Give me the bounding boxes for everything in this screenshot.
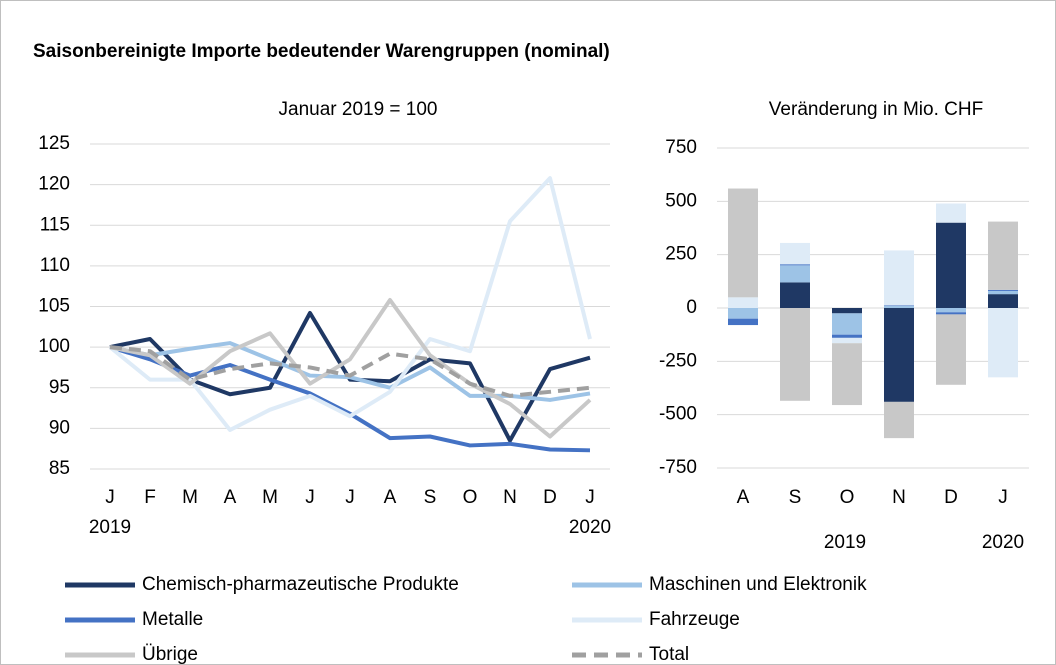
bar-segment — [780, 282, 810, 308]
bar-segment — [728, 188, 758, 298]
bar-segment — [780, 242, 810, 265]
y-tick-label: 95 — [49, 377, 70, 398]
y-tick-label: -250 — [659, 350, 697, 371]
bar-segment — [988, 289, 1018, 291]
y-tick-label: 120 — [38, 174, 70, 195]
bar-segment — [936, 312, 966, 315]
y-tick-label: 85 — [49, 458, 70, 479]
x-tick-label: F — [144, 487, 156, 508]
x-tick-label: S — [424, 487, 437, 508]
legend-label: Chemisch-pharmazeutische Produkte — [142, 574, 459, 595]
bar-segment — [728, 318, 758, 326]
year-label: 2020 — [982, 532, 1024, 553]
year-label: 2020 — [569, 517, 611, 538]
x-tick-label: N — [892, 487, 906, 508]
x-tick-label: J — [345, 487, 355, 508]
subtitle: Veränderung in Mio. CHF — [769, 99, 983, 120]
x-tick-label: J — [998, 487, 1008, 508]
bar-segment — [884, 250, 914, 306]
y-tick-label: 0 — [686, 297, 697, 318]
series-line — [108, 176, 592, 432]
bar-segment — [728, 308, 758, 319]
x-tick-label: S — [789, 487, 802, 508]
x-tick-label: A — [384, 487, 397, 508]
legend-label: Übrige — [142, 644, 198, 665]
bar-segment — [988, 221, 1018, 290]
y-tick-label: 110 — [40, 255, 70, 276]
bar-segment — [780, 265, 810, 283]
bar-segment — [832, 308, 862, 314]
y-tick-label: 115 — [40, 214, 70, 235]
bar-segment — [884, 308, 914, 402]
bar-segment — [936, 314, 966, 385]
subtitle: Januar 2019 = 100 — [279, 99, 438, 120]
x-tick-label: O — [463, 487, 478, 508]
legend-label: Metalle — [142, 609, 203, 630]
x-tick-label: A — [737, 487, 750, 508]
year-label: 2019 — [824, 532, 866, 553]
x-tick-label: J — [105, 487, 115, 508]
year-label: 2019 — [89, 517, 131, 538]
y-tick-label: 250 — [665, 244, 697, 265]
x-tick-label: O — [840, 487, 855, 508]
bar-segment — [832, 334, 862, 338]
bar-segment — [728, 297, 758, 308]
x-tick-label: J — [585, 487, 595, 508]
y-tick-label: 90 — [49, 417, 70, 438]
bar-segment — [936, 222, 966, 308]
x-tick-label: D — [543, 487, 557, 508]
bar-segment — [780, 264, 810, 266]
bar-segment — [832, 337, 862, 344]
x-tick-label: D — [944, 487, 958, 508]
series-line — [109, 298, 592, 439]
bar-segment — [884, 305, 914, 306]
legend-label: Maschinen und Elektronik — [649, 574, 867, 595]
bar-segment — [832, 343, 862, 406]
y-tick-label: 100 — [38, 336, 70, 357]
y-tick-label: 500 — [665, 190, 697, 211]
chart-title: Saisonbereinigte Importe bedeutender War… — [33, 41, 610, 62]
bar-segment — [936, 203, 966, 223]
x-tick-label: M — [262, 487, 278, 508]
y-tick-label: -500 — [659, 404, 697, 425]
y-tick-label: -750 — [659, 457, 697, 478]
series-line — [109, 345, 591, 453]
y-tick-label: 105 — [38, 296, 70, 317]
y-tick-label: 125 — [38, 133, 70, 154]
legend-label: Total — [649, 644, 689, 665]
x-tick-label: N — [503, 487, 517, 508]
x-tick-label: M — [182, 487, 198, 508]
x-tick-label: J — [305, 487, 315, 508]
x-tick-label: A — [224, 487, 237, 508]
bar-segment — [988, 308, 1018, 378]
series-line — [109, 345, 591, 398]
bar-segment — [936, 308, 966, 313]
bar-segment — [884, 401, 914, 439]
bar-segment — [780, 308, 810, 401]
bar-segment — [832, 313, 862, 335]
bar-segment — [884, 305, 914, 308]
y-tick-label: 750 — [665, 137, 697, 158]
bar-segment — [988, 294, 1018, 308]
bar-segment — [988, 290, 1018, 295]
legend-label: Fahrzeuge — [649, 609, 740, 630]
